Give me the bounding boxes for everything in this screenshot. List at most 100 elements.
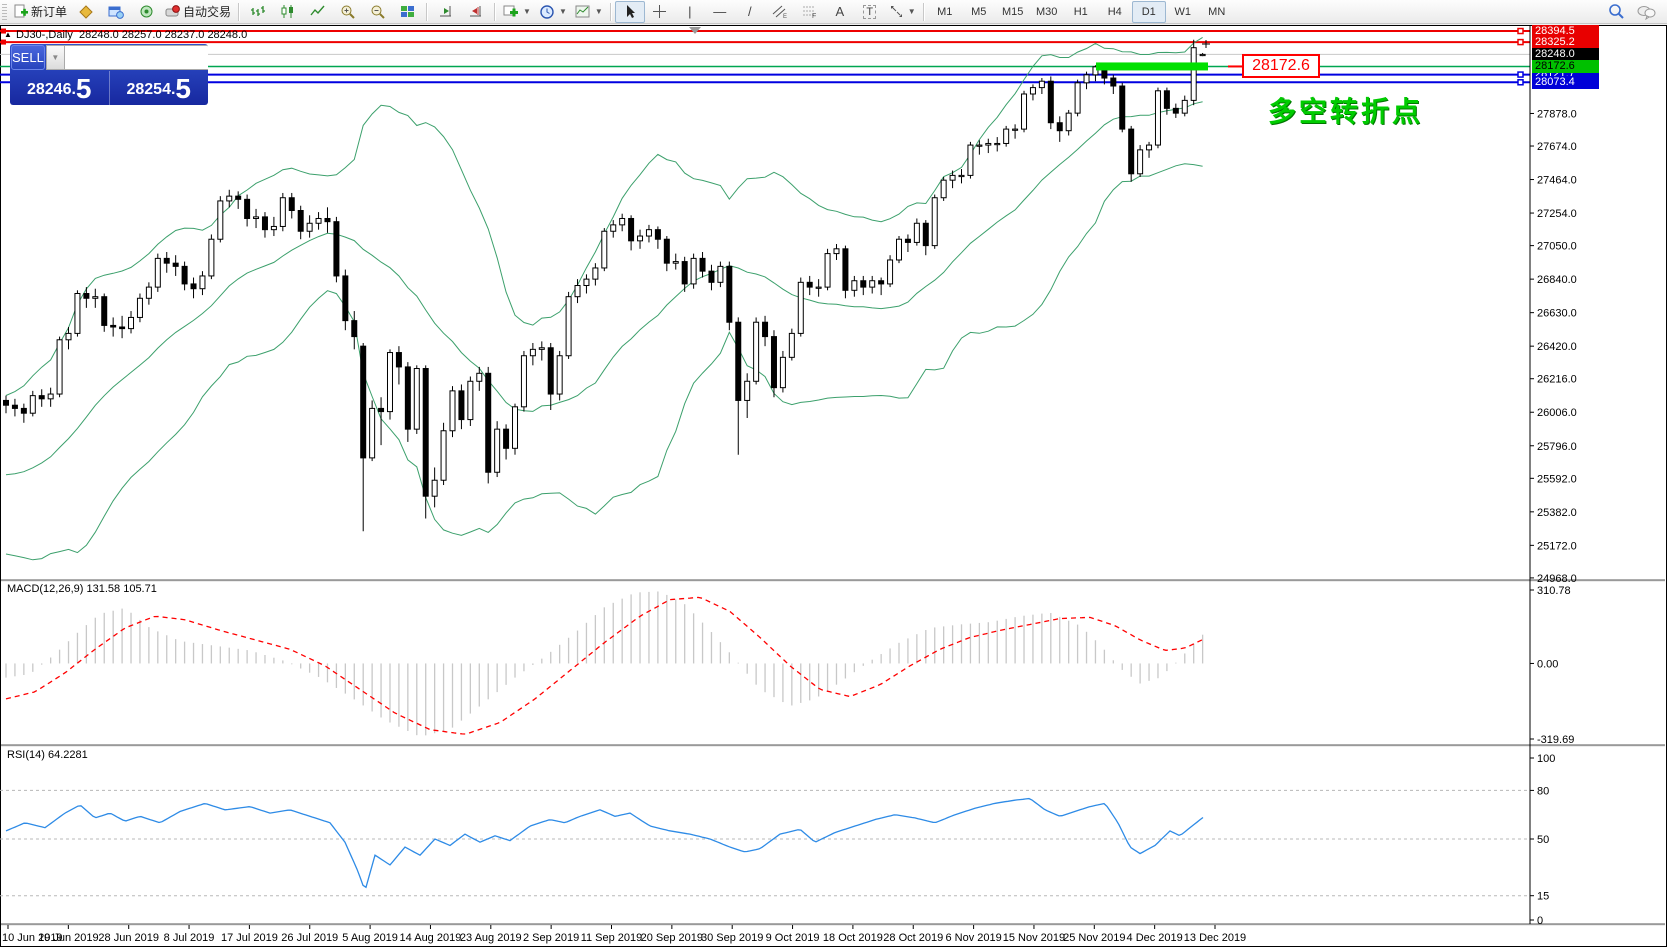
profiles-button[interactable]: [71, 1, 101, 23]
chart-shift-icon: [470, 6, 482, 17]
auto-scroll-button[interactable]: [431, 1, 461, 23]
crosshair-icon: [653, 5, 667, 18]
channel-tool-button[interactable]: E: [765, 1, 795, 23]
fibo-letter: F: [812, 13, 816, 19]
arrows-tool-button[interactable]: ▼: [885, 1, 920, 23]
templates-icon: [575, 5, 590, 18]
chevron-down-icon: ▼: [907, 7, 916, 16]
volume-decrease-button[interactable]: ▼: [45, 45, 65, 70]
timeframe-button-h1[interactable]: H1: [1073, 5, 1088, 18]
vertical-line-icon: |: [688, 4, 692, 19]
periods-button[interactable]: ▼: [535, 1, 571, 23]
timeframe-button-w1[interactable]: W1: [1174, 5, 1191, 18]
timeframe-button-m30[interactable]: M30: [1036, 5, 1058, 18]
text-tool-button[interactable]: A: [825, 1, 855, 23]
crosshair-tool-button[interactable]: [645, 1, 675, 23]
rsi-name: RSI(14): [7, 749, 45, 761]
candlestick-chart-icon: [281, 5, 294, 18]
fibonacci-tool-button[interactable]: F: [795, 1, 825, 23]
price-tag: 28248.0: [1532, 47, 1599, 61]
new-order-icon: [14, 4, 28, 18]
buy-price[interactable]: 28254. 5: [110, 71, 209, 105]
timeframe-button-m5[interactable]: M5: [971, 5, 987, 18]
signals-button[interactable]: [131, 1, 161, 23]
search-button[interactable]: [1601, 1, 1631, 23]
buy-price-big: 5: [175, 73, 191, 104]
chart-symbol-period: DJ30-,Daily: [16, 29, 73, 41]
autotrading-button[interactable]: 自动交易: [161, 1, 235, 23]
line-chart-icon: [310, 5, 325, 16]
price-tag: 28394.5: [1532, 24, 1599, 38]
chart-shift-button[interactable]: [461, 1, 491, 23]
templates-button[interactable]: ▼: [571, 1, 607, 23]
chart-ohlc: 28248.0 28257.0 28237.0 28248.0: [78, 29, 248, 41]
bar-chart-button[interactable]: [243, 1, 273, 23]
chat-icon: [1637, 5, 1655, 20]
volume-input[interactable]: [64, 45, 208, 70]
toolbar-separator: [609, 2, 612, 21]
buy-price-main: 28254.: [126, 81, 176, 98]
chevron-down-icon: ▼: [594, 7, 603, 16]
chart-window: [0, 25, 1667, 947]
horizontal-line-icon: —: [713, 4, 727, 19]
cursor-tool-button[interactable]: [614, 0, 645, 23]
toolbar-separator: [426, 2, 429, 21]
sell-button[interactable]: SELL: [11, 45, 45, 70]
auto-scroll-icon: [440, 6, 452, 17]
search-icon: [1608, 4, 1624, 19]
vertical-line-tool-button[interactable]: |: [675, 1, 705, 23]
market-watch-icon: [108, 6, 124, 19]
macd-value-signal: 105.71: [123, 583, 157, 595]
timeframe-button-d1[interactable]: D1: [1131, 0, 1166, 23]
market-watch-button[interactable]: [101, 1, 131, 23]
zoom-in-icon: [341, 5, 355, 19]
sell-price[interactable]: 28246. 5: [10, 71, 110, 105]
trendline-icon: /: [747, 4, 752, 19]
new-order-button[interactable]: 新订单: [9, 1, 71, 23]
one-click-collapse-icon[interactable]: ▲: [4, 30, 12, 39]
timeframe-button-m15[interactable]: M15: [1002, 5, 1024, 18]
macd-value-main: 131.58: [86, 583, 121, 595]
price-callout-label[interactable]: 28172.6: [1242, 54, 1320, 78]
price-tag: 28073.4: [1532, 75, 1599, 89]
toolbar-separator: [494, 2, 497, 21]
cursor-icon: [626, 5, 635, 18]
new-chart-button[interactable]: ▼: [499, 1, 535, 23]
price-tag: 28325.2: [1532, 35, 1599, 49]
autotrading-label: 自动交易: [183, 5, 232, 19]
chat-button[interactable]: [1631, 1, 1661, 23]
new-chart-icon: [503, 5, 519, 17]
text-label-tool-button[interactable]: T: [855, 1, 885, 23]
one-click-trading-panel: SELL ▼ ▲ BUY 28246.5 28254.5: [10, 44, 208, 105]
toolbar-separator: [922, 2, 925, 21]
horizontal-line-tool-button[interactable]: —: [705, 1, 735, 23]
rsi-value: 64.2281: [47, 749, 88, 761]
line-chart-button[interactable]: [303, 1, 333, 23]
clock-icon: [540, 4, 554, 19]
main-toolbar: 新订单 自动交易 ▼ ▼: [0, 0, 1667, 24]
zoom-in-button[interactable]: [333, 1, 363, 23]
sell-price-main: 28246.: [26, 81, 76, 98]
chevron-down-icon: ▼: [523, 7, 531, 16]
toolbar-grip: [2, 3, 7, 20]
timeframe-button-m1[interactable]: M1: [937, 5, 953, 18]
timeframe-button-h4[interactable]: H4: [1107, 5, 1122, 18]
chart-title: DJ30-,Daily 28248.0 28257.0 28237.0 2824…: [16, 29, 247, 41]
timeframe-bar: M1 M5 M15 M30 H1 H4 D1 W1 MN: [928, 0, 1234, 23]
tile-windows-icon: [401, 6, 415, 17]
signals-icon: [140, 5, 153, 18]
annotation-text[interactable]: 多空转折点: [1268, 96, 1424, 127]
macd-name: MACD(12,26,9): [7, 583, 84, 595]
timeframe-button-mn[interactable]: MN: [1208, 5, 1226, 18]
autotrading-icon: [165, 5, 180, 17]
toolbar-separator: [238, 2, 241, 21]
zoom-out-button[interactable]: [363, 1, 393, 23]
new-order-label: 新订单: [31, 5, 68, 19]
text-label-icon: T: [863, 4, 877, 19]
candlestick-chart-button[interactable]: [273, 1, 303, 23]
trendline-tool-button[interactable]: /: [735, 1, 765, 23]
zoom-out-icon: [371, 5, 385, 19]
tile-windows-button[interactable]: [393, 1, 423, 23]
rsi-label: RSI(14) 64.2281: [7, 749, 88, 761]
chevron-down-icon: ▼: [558, 7, 567, 16]
